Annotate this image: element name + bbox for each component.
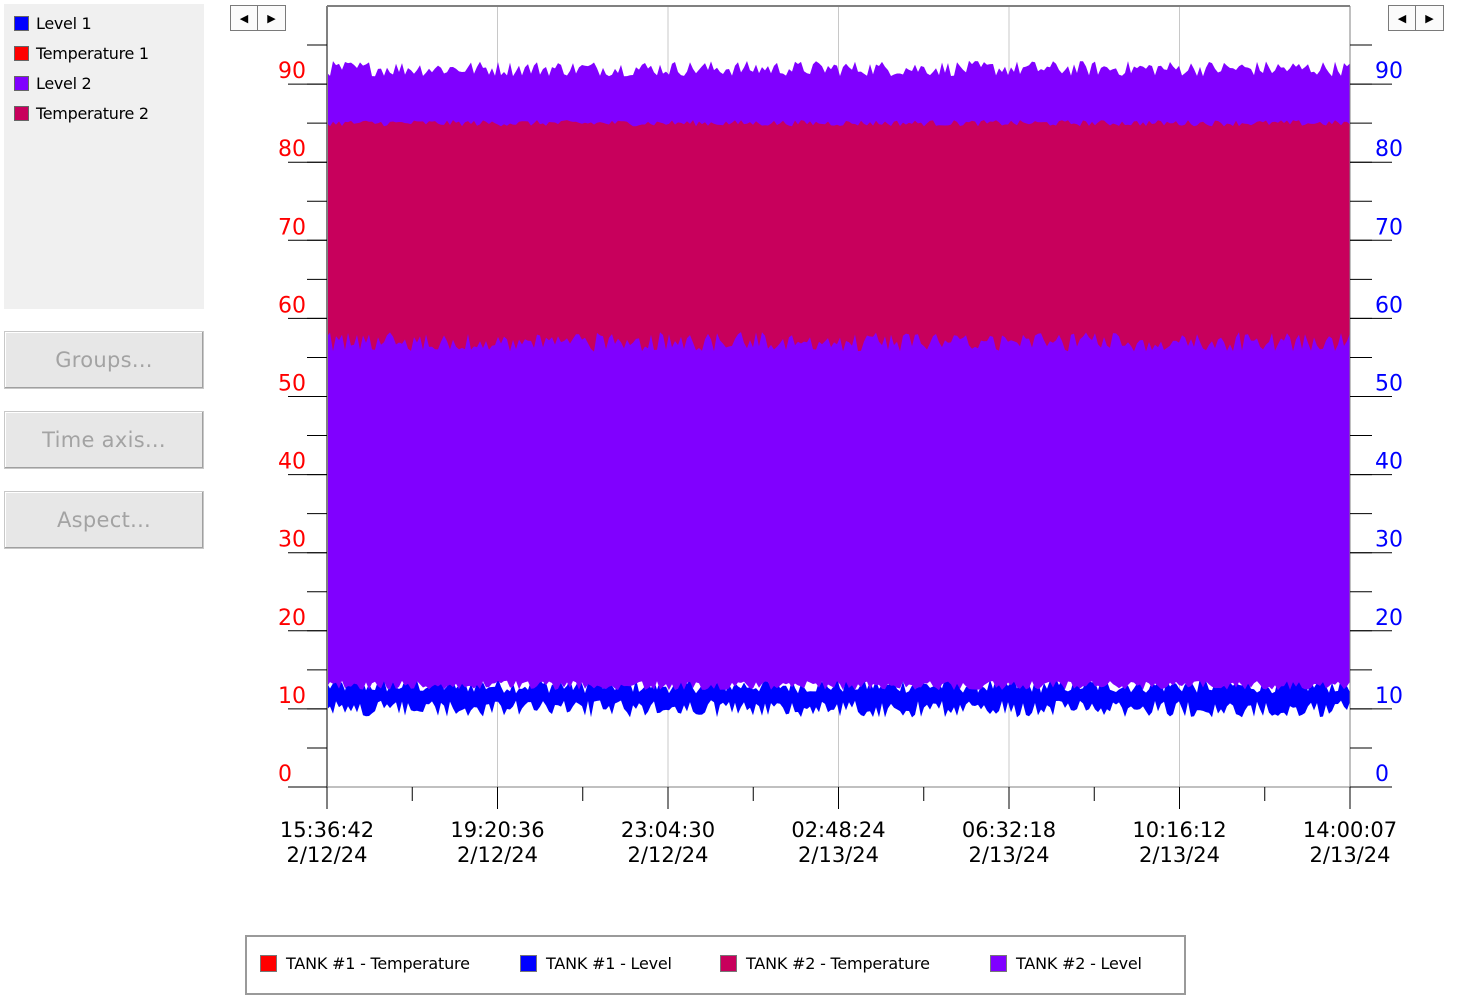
- scroll-left-icon[interactable]: ◀: [1388, 5, 1416, 31]
- x-axis-time-label: 06:32:18: [962, 818, 1056, 842]
- x-axis-date-label: 2/12/24: [457, 843, 538, 867]
- bottom-legend-label: TANK #2 - Level: [1016, 954, 1142, 973]
- right-axis-scroll-controls: ◀ ▶: [1388, 5, 1444, 31]
- x-axis-date-label: 2/13/24: [969, 843, 1050, 867]
- left-axis-tick-label: 80: [278, 137, 306, 162]
- legend-label: Temperature 1: [36, 43, 149, 63]
- legend-label: Temperature 2: [36, 103, 149, 123]
- x-axis-time-label: 10:16:12: [1132, 818, 1226, 842]
- right-axis-tick-label: 90: [1375, 59, 1403, 84]
- right-axis-tick-label: 0: [1375, 762, 1389, 787]
- bottom-legend-item[interactable]: TANK #1 - Temperature: [260, 954, 470, 973]
- time-axis-button[interactable]: Time axis...: [4, 411, 204, 469]
- left-axis-tick-label: 70: [278, 215, 306, 240]
- color-swatch: [990, 955, 1007, 972]
- time-axis: 15:36:422/12/2419:20:362/12/2423:04:302/…: [280, 787, 1397, 867]
- x-axis-time-label: 14:00:07: [1303, 818, 1397, 842]
- bottom-legend: TANK #1 - Temperature TANK #1 - Level TA…: [245, 935, 1186, 995]
- x-axis-time-label: 15:36:42: [280, 818, 374, 842]
- scroll-left-icon[interactable]: ◀: [230, 5, 258, 31]
- series-legend-panel: Level 1 Temperature 1 Level 2 Temperatur…: [4, 4, 204, 309]
- left-axis-tick-label: 50: [278, 372, 306, 397]
- right-axis-tick-label: 10: [1375, 684, 1403, 709]
- scroll-right-icon[interactable]: ▶: [1416, 5, 1444, 31]
- right-axis-tick-label: 20: [1375, 606, 1403, 631]
- bottom-legend-label: TANK #2 - Temperature: [746, 954, 930, 973]
- left-axis-tick-label: 40: [278, 450, 306, 475]
- x-axis-date-label: 2/13/24: [798, 843, 879, 867]
- aspect-button[interactable]: Aspect...: [4, 491, 204, 549]
- scroll-right-icon[interactable]: ▶: [258, 5, 286, 31]
- right-y-axis: 0 10 20 30 40 50 60 70 80 90: [1350, 44, 1403, 788]
- left-axis-scroll-controls: ◀ ▶: [230, 5, 286, 31]
- color-swatch: [14, 45, 29, 61]
- left-axis-tick-label: 10: [278, 684, 306, 709]
- color-swatch: [14, 15, 29, 31]
- x-axis-date-label: 2/13/24: [1310, 843, 1391, 867]
- color-swatch: [260, 955, 277, 972]
- legend-item-temperature-2[interactable]: Temperature 2: [14, 102, 149, 124]
- legend-item-level-1[interactable]: Level 1: [14, 12, 92, 34]
- right-axis-tick-label: 60: [1375, 293, 1403, 318]
- right-axis-tick-label: 50: [1375, 372, 1403, 397]
- bottom-legend-label: TANK #1 - Temperature: [286, 954, 470, 973]
- legend-label: Level 1: [36, 13, 92, 33]
- left-y-axis: 0 10 20 30 40 50 60 70 80 90: [278, 44, 327, 788]
- color-swatch: [14, 75, 29, 91]
- color-swatch: [14, 105, 29, 121]
- left-axis-tick-label: 0: [278, 762, 292, 787]
- bottom-legend-label: TANK #1 - Level: [546, 954, 672, 973]
- bottom-legend-item[interactable]: TANK #1 - Level: [520, 954, 672, 973]
- series-areas: [327, 60, 1350, 718]
- bottom-legend-item[interactable]: TANK #2 - Temperature: [720, 954, 930, 973]
- x-axis-time-label: 02:48:24: [791, 818, 885, 842]
- x-axis-time-label: 19:20:36: [450, 818, 544, 842]
- right-axis-tick-label: 40: [1375, 450, 1403, 475]
- left-axis-tick-label: 90: [278, 59, 306, 84]
- right-axis-tick-label: 70: [1375, 215, 1403, 240]
- bottom-legend-item[interactable]: TANK #2 - Level: [990, 954, 1142, 973]
- color-swatch: [720, 955, 737, 972]
- legend-item-temperature-1[interactable]: Temperature 1: [14, 42, 149, 64]
- legend-label: Level 2: [36, 73, 92, 93]
- groups-button[interactable]: Groups...: [4, 331, 204, 389]
- x-axis-time-label: 23:04:30: [621, 818, 715, 842]
- right-axis-tick-label: 30: [1375, 528, 1403, 553]
- legend-item-level-2[interactable]: Level 2: [14, 72, 92, 94]
- left-axis-tick-label: 20: [278, 606, 306, 631]
- x-axis-date-label: 2/12/24: [287, 843, 368, 867]
- left-axis-tick-label: 60: [278, 293, 306, 318]
- series-tank-2-temperature: [327, 120, 1350, 352]
- left-axis-tick-label: 30: [278, 528, 306, 553]
- x-axis-date-label: 2/13/24: [1139, 843, 1220, 867]
- right-axis-tick-label: 80: [1375, 137, 1403, 162]
- x-axis-date-label: 2/12/24: [628, 843, 709, 867]
- series-tank-1-level: [327, 677, 1350, 718]
- color-swatch: [520, 955, 537, 972]
